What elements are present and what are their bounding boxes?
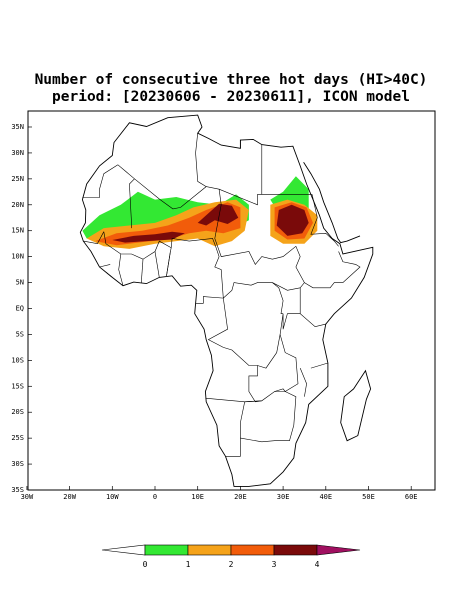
y-tick-label: 20N [11, 201, 24, 209]
country-border [257, 313, 326, 369]
colorbar-label: 1 [186, 560, 191, 569]
y-tick-label: 15N [11, 227, 24, 235]
country-border [82, 164, 119, 198]
colorbar-segment [230, 544, 275, 556]
country-border [141, 259, 144, 283]
country-border [195, 296, 262, 457]
colorbar-label: 4 [315, 560, 320, 569]
y-tick-label: 5S [16, 330, 24, 338]
country-border [310, 194, 339, 247]
country-border [310, 362, 328, 369]
arabia-coastline [303, 162, 361, 244]
country-border [118, 253, 124, 286]
y-tick-label: 25N [11, 175, 24, 183]
map-layers: 30W 20W 10W 0 10E 20E 30E 40E 50E 60E35N30N25N20N… [11, 114, 418, 569]
title-line-1: Number of consecutive three hot days (HI… [35, 72, 428, 88]
x-tick-label: 0 [153, 493, 157, 501]
y-tick-label: 10N [11, 253, 24, 261]
colorbar-label: 2 [229, 560, 234, 569]
country-border [205, 391, 297, 443]
heat-area [95, 202, 241, 246]
x-tick-label: 50E [362, 493, 375, 501]
y-tick-label: 10S [11, 356, 24, 364]
y-tick-label: 30S [11, 460, 24, 468]
title-line-2: period: [20230606 - 20230611], ICON mode… [52, 89, 410, 105]
country-border [103, 231, 172, 276]
country-border [272, 282, 284, 315]
y-tick-label: 35S [11, 486, 24, 494]
colorbar-arrow [316, 544, 361, 556]
y-tick-label: EQ [16, 305, 24, 313]
x-tick-label: 20W [63, 493, 76, 501]
country-border [170, 238, 301, 299]
colorbar-segment [273, 544, 318, 556]
country-border [99, 264, 111, 268]
country-border [154, 251, 160, 278]
colorbar-segment [187, 544, 232, 556]
country-border [166, 251, 171, 276]
country-border [274, 334, 299, 392]
y-tick-label: 30N [11, 149, 24, 157]
x-tick-label: 10E [191, 493, 204, 501]
colorbar-segment [144, 544, 189, 556]
country-border [214, 189, 305, 283]
country-border [299, 251, 361, 289]
country-border [83, 231, 105, 245]
africa-coastline [79, 114, 374, 487]
y-tick-label: 5N [16, 279, 24, 287]
country-border [129, 178, 135, 229]
country-border [195, 133, 207, 187]
x-tick-label: 10W [106, 493, 119, 501]
x-tick-label: 30E [277, 493, 290, 501]
heat-area [276, 204, 309, 236]
colorbar-label: 3 [272, 560, 277, 569]
x-tick-label: 20E [234, 493, 247, 501]
y-tick-label: 15S [11, 382, 24, 390]
madagascar-coastline [340, 369, 372, 442]
colorbar-arrow [101, 544, 146, 556]
country-border [105, 271, 113, 278]
x-tick-label: 40E [319, 493, 332, 501]
y-tick-label: 25S [11, 434, 24, 442]
x-tick-label: 60E [405, 493, 418, 501]
y-tick-label: 35N [11, 123, 24, 131]
country-border [299, 367, 307, 397]
y-tick-label: 20S [11, 408, 24, 416]
heat-area [197, 203, 239, 226]
colorbar-label: 0 [143, 560, 148, 569]
map-frame [27, 110, 436, 491]
x-tick-label: 30W [21, 493, 34, 501]
heat-area [112, 231, 185, 243]
